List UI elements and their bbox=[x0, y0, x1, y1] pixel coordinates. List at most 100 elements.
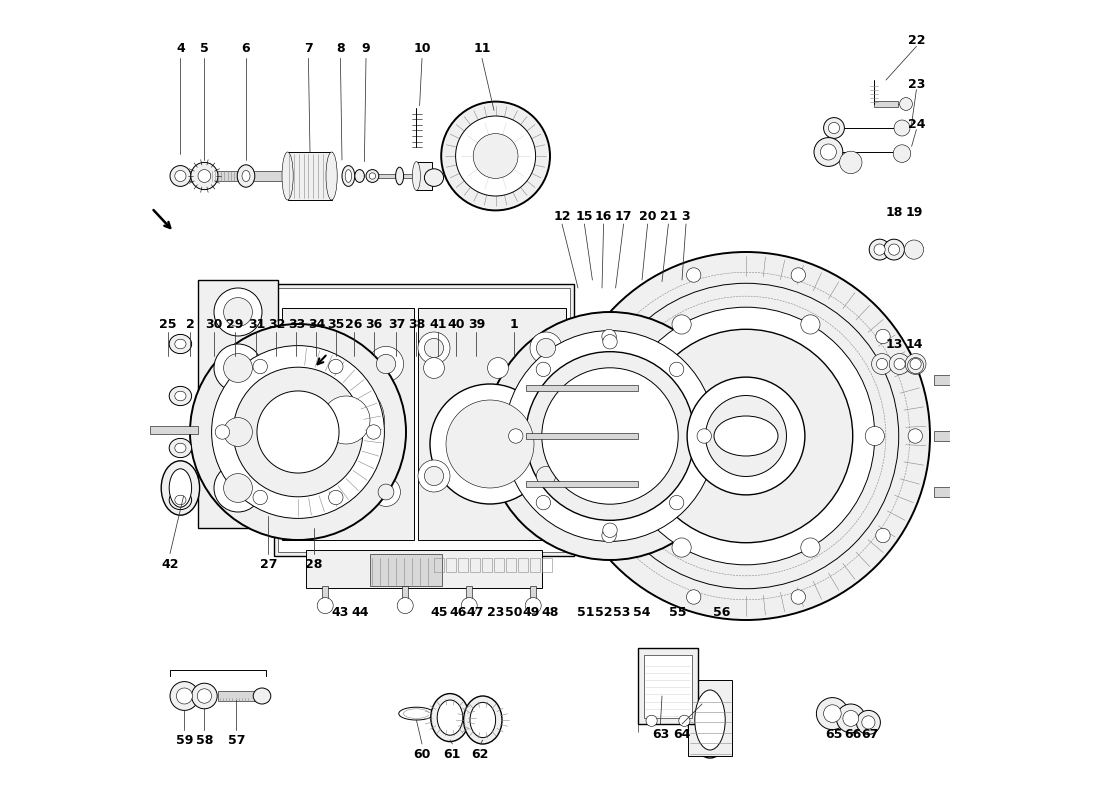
Text: 40: 40 bbox=[448, 318, 465, 330]
Circle shape bbox=[958, 484, 974, 500]
Bar bbox=[494, 558, 504, 572]
Text: 23: 23 bbox=[487, 606, 504, 618]
Circle shape bbox=[257, 391, 339, 473]
Ellipse shape bbox=[412, 162, 420, 190]
Circle shape bbox=[871, 354, 892, 374]
Circle shape bbox=[368, 346, 404, 382]
Circle shape bbox=[397, 598, 414, 614]
Circle shape bbox=[537, 338, 556, 358]
Circle shape bbox=[617, 307, 874, 565]
Circle shape bbox=[455, 116, 536, 196]
Circle shape bbox=[526, 352, 694, 520]
Ellipse shape bbox=[470, 702, 496, 738]
Text: 47: 47 bbox=[466, 606, 484, 618]
Text: 31: 31 bbox=[248, 318, 265, 330]
Text: 63: 63 bbox=[652, 728, 669, 741]
Ellipse shape bbox=[253, 688, 271, 704]
Circle shape bbox=[821, 144, 836, 160]
Text: 27: 27 bbox=[260, 558, 277, 570]
Bar bbox=[526, 481, 638, 487]
Circle shape bbox=[894, 120, 910, 136]
Circle shape bbox=[697, 429, 712, 443]
Circle shape bbox=[530, 460, 562, 492]
Circle shape bbox=[378, 484, 394, 500]
Text: 12: 12 bbox=[553, 210, 571, 222]
Circle shape bbox=[814, 138, 843, 166]
Circle shape bbox=[958, 372, 974, 388]
Circle shape bbox=[801, 315, 820, 334]
Circle shape bbox=[603, 334, 617, 349]
Circle shape bbox=[329, 359, 343, 374]
Text: 51: 51 bbox=[578, 606, 595, 618]
Ellipse shape bbox=[370, 173, 375, 179]
Circle shape bbox=[861, 716, 875, 729]
Text: 66: 66 bbox=[844, 728, 861, 741]
Text: 21: 21 bbox=[660, 210, 678, 222]
Circle shape bbox=[418, 332, 450, 364]
Circle shape bbox=[288, 346, 323, 382]
Circle shape bbox=[317, 598, 333, 614]
Circle shape bbox=[866, 426, 884, 446]
Circle shape bbox=[298, 484, 314, 500]
Circle shape bbox=[418, 460, 450, 492]
Circle shape bbox=[869, 239, 890, 260]
Ellipse shape bbox=[437, 700, 463, 735]
Bar bbox=[526, 385, 638, 391]
Circle shape bbox=[876, 528, 890, 542]
Ellipse shape bbox=[366, 170, 378, 182]
Circle shape bbox=[322, 396, 370, 444]
Circle shape bbox=[639, 330, 852, 542]
Circle shape bbox=[602, 528, 616, 542]
Ellipse shape bbox=[175, 443, 186, 453]
Circle shape bbox=[536, 358, 557, 378]
Circle shape bbox=[214, 288, 262, 336]
Circle shape bbox=[905, 354, 926, 374]
Bar bbox=[322, 586, 329, 604]
Text: 42: 42 bbox=[162, 558, 178, 570]
Bar bbox=[446, 558, 455, 572]
Text: 15: 15 bbox=[575, 210, 593, 222]
Bar bbox=[150, 426, 198, 434]
Circle shape bbox=[900, 98, 912, 110]
Ellipse shape bbox=[175, 170, 186, 182]
Text: 7: 7 bbox=[304, 42, 312, 54]
Text: 35: 35 bbox=[327, 318, 344, 330]
Bar bbox=[689, 680, 733, 756]
Circle shape bbox=[425, 338, 443, 358]
Circle shape bbox=[909, 429, 923, 443]
Ellipse shape bbox=[345, 170, 352, 182]
Ellipse shape bbox=[425, 169, 443, 186]
Circle shape bbox=[686, 590, 701, 604]
Ellipse shape bbox=[175, 391, 186, 401]
Circle shape bbox=[223, 418, 252, 446]
Bar bbox=[470, 558, 480, 572]
Circle shape bbox=[705, 395, 786, 477]
Circle shape bbox=[329, 490, 343, 505]
Text: 67: 67 bbox=[861, 728, 879, 741]
Text: 46: 46 bbox=[449, 606, 466, 618]
Circle shape bbox=[530, 332, 562, 364]
Text: 3: 3 bbox=[682, 210, 691, 222]
Circle shape bbox=[536, 495, 551, 510]
Circle shape bbox=[646, 715, 657, 726]
Text: 52: 52 bbox=[595, 606, 613, 618]
Text: 8: 8 bbox=[337, 42, 344, 54]
Bar bbox=[287, 152, 331, 200]
Circle shape bbox=[214, 408, 262, 456]
Circle shape bbox=[602, 330, 616, 344]
Circle shape bbox=[908, 358, 924, 374]
Text: 61: 61 bbox=[443, 748, 461, 761]
Circle shape bbox=[791, 268, 805, 282]
Circle shape bbox=[877, 358, 888, 370]
Text: 2: 2 bbox=[186, 318, 195, 330]
Circle shape bbox=[425, 466, 443, 486]
Text: 26: 26 bbox=[345, 318, 363, 330]
Circle shape bbox=[170, 682, 199, 710]
Circle shape bbox=[672, 315, 691, 334]
Circle shape bbox=[843, 710, 859, 726]
Circle shape bbox=[508, 429, 522, 443]
Circle shape bbox=[536, 362, 551, 377]
Circle shape bbox=[223, 354, 252, 382]
Text: 60: 60 bbox=[414, 748, 431, 761]
Text: 50: 50 bbox=[505, 606, 522, 618]
